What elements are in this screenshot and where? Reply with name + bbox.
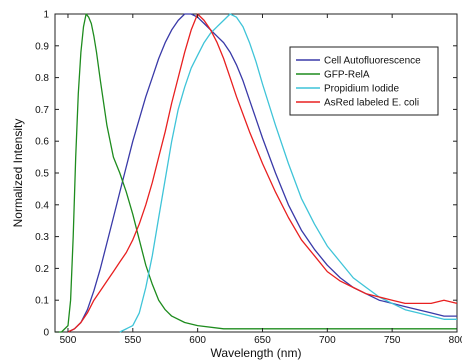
y-tick-label: 1 <box>43 10 49 21</box>
legend: Cell Autofluorescence GFP-RelA Propidium I… <box>289 46 439 116</box>
legend-label: AsRed labeled E. coli <box>324 98 419 109</box>
ticks-layer: 500 550 600 650 700 750 800 0 0.1 0.2 0.3 0.4 0.5 0.6… <box>35 10 462 347</box>
y-tick-label: 0.2 <box>35 264 49 275</box>
x-tick-label: 800 <box>449 335 462 346</box>
series-layer <box>55 13 458 333</box>
x-axis-title: Wavelength (nm) <box>211 346 302 360</box>
y-tick-label: 0.6 <box>35 137 49 148</box>
y-tick-label: 0.1 <box>35 296 49 307</box>
x-tick-label: 750 <box>384 335 401 346</box>
x-tick-label: 650 <box>254 335 271 346</box>
legend-label: GFP-RelA <box>324 70 370 81</box>
y-tick-label: 0.8 <box>35 73 49 84</box>
y-tick-label: 0.9 <box>35 41 49 52</box>
x-tick-label: 500 <box>60 335 77 346</box>
y-tick-label: 0 <box>43 328 49 339</box>
x-tick-label: 600 <box>189 335 206 346</box>
x-tick-label: 700 <box>319 335 336 346</box>
series-line-gfp-rela <box>55 13 457 333</box>
y-tick-label: 0.3 <box>35 232 49 243</box>
series-line-asred-labeled-e-coli <box>67 13 458 333</box>
y-tick-label: 0.7 <box>35 105 49 116</box>
y-tick-label: 0.5 <box>35 169 49 180</box>
x-tick-label: 550 <box>124 335 141 346</box>
legend-box <box>289 46 439 116</box>
y-axis-title: Normalized Intensity <box>11 119 25 228</box>
y-tick-label: 0.4 <box>35 200 49 211</box>
legend-label: Propidium Iodide <box>324 84 399 95</box>
legend-label: Cell Autofluorescence <box>324 56 421 67</box>
